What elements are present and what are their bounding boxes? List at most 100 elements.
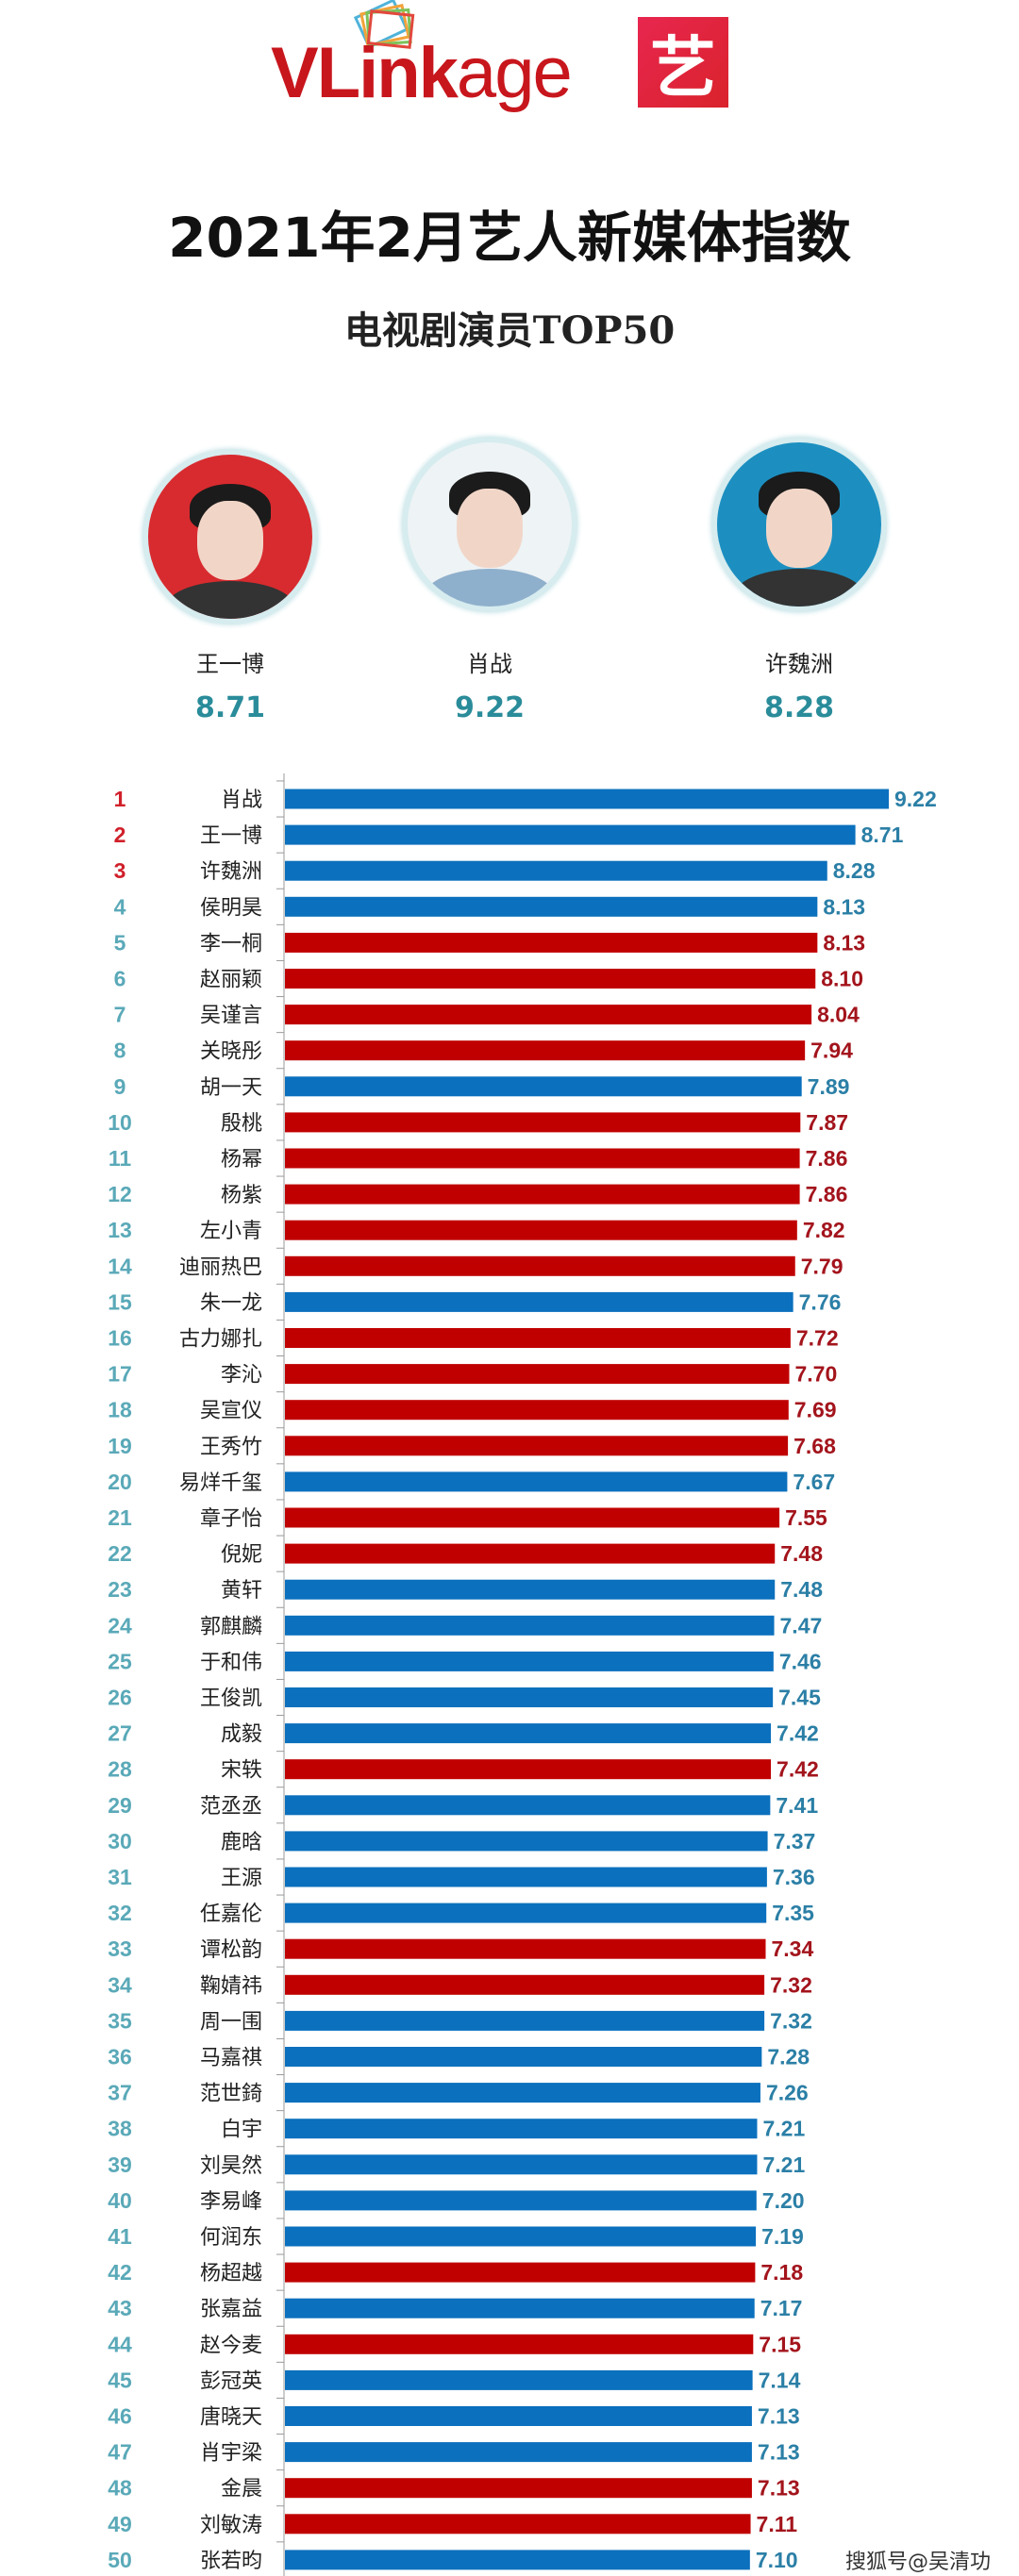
- data-label: 7.42: [777, 1757, 819, 1782]
- rank-label: 17: [108, 1362, 132, 1387]
- rank-label: 25: [108, 1649, 132, 1673]
- rank-label: 29: [108, 1793, 132, 1818]
- category-label: 王一博: [200, 824, 262, 848]
- bar: [285, 2154, 758, 2175]
- data-label: 7.21: [762, 2117, 805, 2141]
- bar: [285, 1831, 768, 1852]
- rank-label: 12: [108, 1182, 132, 1206]
- podium-name: 肖战: [467, 651, 512, 677]
- rank-label: 49: [108, 2512, 132, 2536]
- rank-label: 27: [108, 1721, 132, 1746]
- rank-label: 7: [114, 1003, 126, 1027]
- rank-label: 33: [108, 1936, 132, 1961]
- category-label: 吴谨言: [200, 1005, 262, 1028]
- bar: [285, 1040, 806, 1061]
- bar: [285, 2334, 754, 2354]
- category-label: 成毅: [221, 1723, 262, 1747]
- bar: [285, 1651, 774, 1671]
- bar: [285, 1903, 767, 1923]
- rank-label: 24: [108, 1613, 132, 1637]
- bar: [285, 1507, 780, 1528]
- bar: [285, 2226, 757, 2247]
- rank-label: 13: [108, 1218, 132, 1242]
- bar: [285, 1255, 795, 1276]
- bar: [285, 1364, 790, 1385]
- rank-label: 22: [108, 1541, 132, 1566]
- rank-label: 23: [108, 1577, 132, 1602]
- avatar: [142, 449, 318, 624]
- data-label: 7.28: [767, 2045, 810, 2069]
- category-label: 李沁: [221, 1364, 262, 1388]
- data-label: 7.32: [770, 2008, 812, 2033]
- category-label: 刘昊然: [200, 2154, 262, 2178]
- bar: [285, 1328, 791, 1348]
- category-label: 关晓彤: [200, 1040, 262, 1064]
- category-label: 何润东: [200, 2226, 262, 2250]
- data-label: 7.45: [778, 1686, 821, 1710]
- rank-label: 31: [108, 1865, 132, 1889]
- rank-label: 41: [108, 2224, 132, 2249]
- data-label: 7.48: [780, 1577, 823, 1602]
- category-label: 许魏洲: [200, 860, 262, 884]
- bar: [285, 1579, 776, 1600]
- rank-label: 45: [108, 2368, 132, 2392]
- data-label: 7.13: [758, 2404, 800, 2429]
- vlinkage-logo: VLinkage: [271, 38, 573, 109]
- data-label: 7.37: [774, 1829, 816, 1853]
- bar: [285, 2262, 756, 2283]
- rank-label: 2: [114, 823, 126, 847]
- category-label: 李易峰: [200, 2190, 262, 2214]
- bar: [285, 1974, 765, 1995]
- bar: [285, 2550, 750, 2570]
- data-label: 7.72: [796, 1326, 839, 1351]
- category-label: 杨超越: [200, 2262, 262, 2285]
- bar: [285, 1795, 771, 1816]
- bar: [285, 2047, 762, 2067]
- bar: [285, 1184, 800, 1205]
- rank-label: 46: [108, 2404, 132, 2429]
- category-label: 倪妮: [221, 1543, 262, 1567]
- podium-name: 王一博: [196, 651, 264, 677]
- data-label: 7.47: [780, 1613, 823, 1637]
- bar: [285, 1291, 793, 1312]
- bar: [285, 1076, 802, 1097]
- rank-label: 44: [108, 2332, 132, 2356]
- category-label: 彭冠英: [200, 2369, 262, 2393]
- data-label: 7.86: [806, 1182, 848, 1206]
- category-label: 左小青: [200, 1220, 262, 1243]
- data-label: 9.22: [894, 787, 937, 811]
- data-label: 7.32: [770, 1972, 812, 1997]
- rank-label: 11: [109, 1146, 132, 1171]
- category-label: 肖战: [221, 789, 262, 812]
- data-label: 8.71: [861, 823, 904, 847]
- logo-thin: age: [456, 33, 573, 113]
- data-label: 7.89: [808, 1074, 850, 1099]
- data-label: 7.87: [806, 1110, 848, 1135]
- data-label: 7.94: [810, 1039, 853, 1063]
- data-label: 7.19: [761, 2224, 804, 2249]
- bar: [285, 789, 889, 809]
- category-label: 朱一龙: [200, 1291, 262, 1315]
- data-label: 7.79: [801, 1254, 844, 1278]
- category-label: 杨幂: [221, 1148, 262, 1172]
- category-label: 鞠婧祎: [200, 1974, 262, 1998]
- data-label: 7.20: [762, 2188, 805, 2213]
- logo-frames-icon: [340, 0, 425, 66]
- podium-score: 8.71: [194, 691, 266, 724]
- bar: [285, 1400, 789, 1421]
- rank-label: 20: [108, 1470, 132, 1494]
- category-label: 白宇: [221, 2119, 262, 2142]
- watermark: 搜狐号@吴清功: [844, 2551, 991, 2574]
- data-label: 8.13: [823, 894, 865, 919]
- rank-label: 21: [108, 1505, 132, 1530]
- category-label: 殷桃: [221, 1112, 262, 1136]
- data-label: 7.35: [772, 1901, 814, 1925]
- bar: [285, 2442, 752, 2463]
- rank-label: 39: [108, 2152, 132, 2177]
- category-label: 周一围: [200, 2010, 262, 2034]
- rank-label: 47: [108, 2440, 132, 2465]
- avatar: [402, 437, 577, 612]
- bar: [285, 824, 856, 845]
- category-label: 赵丽颖: [200, 969, 262, 992]
